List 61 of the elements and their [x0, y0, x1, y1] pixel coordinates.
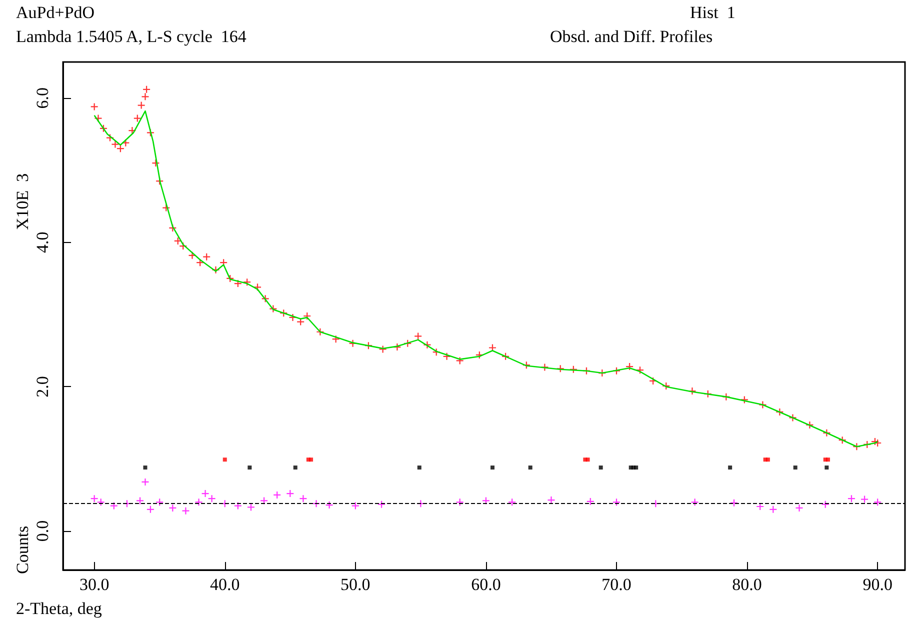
point [848, 495, 855, 502]
point [482, 497, 490, 504]
x-tick-label: 70.0 [602, 575, 632, 594]
x-tick-label: 80.0 [732, 575, 762, 594]
point [793, 466, 798, 470]
point [417, 466, 422, 470]
x-tick-label: 30.0 [79, 575, 110, 594]
point [195, 498, 202, 506]
point [136, 497, 144, 504]
point [874, 498, 882, 506]
point [548, 496, 555, 504]
point [234, 502, 242, 510]
point [352, 502, 359, 510]
chart-title: AuPd+PdO [16, 3, 95, 22]
point [861, 496, 868, 503]
text: Hist 1 [690, 3, 736, 22]
point [796, 504, 803, 512]
point [766, 458, 770, 462]
point [586, 458, 590, 462]
x-axis-title: 2-Theta, deg [16, 599, 102, 618]
point [182, 507, 190, 514]
point [528, 466, 532, 470]
x-tick-label: 90.0 [862, 575, 892, 594]
x-tick-label: 40.0 [210, 575, 240, 594]
point [286, 490, 294, 498]
point [309, 458, 314, 462]
point [634, 466, 638, 470]
point [326, 502, 333, 509]
point [260, 497, 268, 504]
y-tick-label: 0.0 [33, 520, 52, 542]
point [728, 466, 732, 470]
point [490, 466, 494, 470]
point [110, 502, 118, 510]
point [202, 490, 209, 498]
point [508, 498, 516, 506]
point [826, 458, 830, 462]
point [90, 495, 98, 502]
chart-subtitle: Lambda 1.5405 A, L-S cycle 164 [16, 27, 247, 46]
point [586, 498, 594, 505]
point [248, 466, 252, 470]
x-tick-label: 60.0 [471, 575, 501, 594]
point [824, 466, 829, 470]
point [222, 458, 227, 462]
point [247, 504, 254, 511]
y-tick-label: 6.0 [33, 87, 52, 109]
y-tick-label: 2.0 [33, 376, 52, 398]
point [300, 495, 307, 502]
point [146, 506, 154, 513]
point [208, 495, 216, 502]
point [169, 504, 176, 512]
point [143, 466, 148, 470]
text: X10E 3 [13, 173, 32, 230]
point [770, 506, 777, 513]
y-tick-label: 4.0 [33, 232, 52, 254]
point [142, 478, 149, 486]
point [293, 466, 298, 470]
y-axis-title: Counts [13, 526, 32, 574]
text: Obsd. and Diff. Profiles [550, 27, 713, 46]
point [598, 466, 603, 470]
x-tick-label: 50.0 [340, 575, 370, 594]
point [274, 491, 281, 498]
